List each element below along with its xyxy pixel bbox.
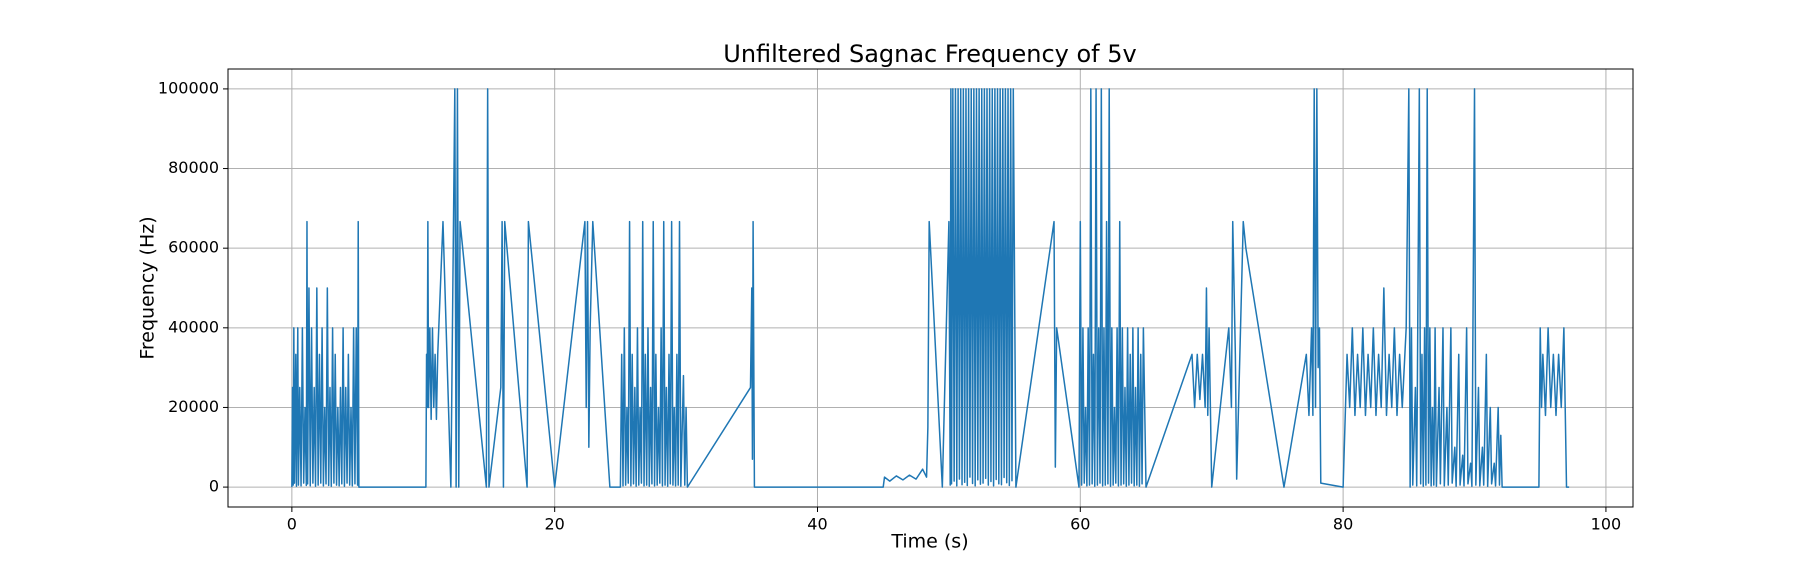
data-line bbox=[291, 88, 1570, 488]
y-tick-label: 40000 bbox=[168, 317, 219, 336]
y-tick-label: 80000 bbox=[168, 158, 219, 177]
grid bbox=[228, 69, 1633, 507]
y-tick-label: 60000 bbox=[168, 238, 219, 257]
ticks: 0 20 40 60 80 100 0 20000 40000 60000 80000 100000 bbox=[158, 78, 1621, 533]
x-tick-label: 40 bbox=[807, 515, 827, 534]
chart-title: Unfiltered Sagnac Frequency of 5v bbox=[723, 40, 1136, 68]
x-tick-label: 80 bbox=[1333, 515, 1353, 534]
axes-frame bbox=[227, 68, 1634, 508]
x-tick-label: 100 bbox=[1591, 515, 1622, 534]
x-tick-label: 0 bbox=[287, 515, 297, 534]
x-axis-label: Time (s) bbox=[890, 531, 968, 553]
x-tick-label: 60 bbox=[1070, 515, 1090, 534]
y-tick-label: 0 bbox=[209, 477, 219, 496]
y-axis-label: Frequency (Hz) bbox=[137, 216, 159, 359]
y-tick-label: 20000 bbox=[168, 397, 219, 416]
x-tick-label: 20 bbox=[544, 515, 564, 534]
y-tick-label: 100000 bbox=[158, 78, 219, 97]
plot-area bbox=[291, 88, 1570, 488]
